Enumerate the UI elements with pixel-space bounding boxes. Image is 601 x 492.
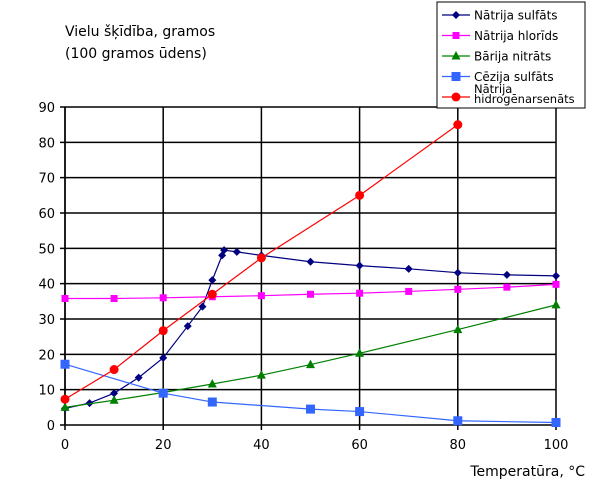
data-point [159,353,168,362]
data-point [109,365,119,375]
data-point [207,289,217,299]
series-line [64,249,557,409]
data-point [159,294,167,302]
data-point [451,72,461,81]
legend-label-part: Nātrija [474,82,512,96]
data-point [110,295,118,303]
data-point [183,322,192,331]
data-point [220,246,229,255]
series-nātrija-sulfāts [61,246,560,413]
data-point [502,270,511,279]
data-point [551,299,561,309]
series-cēzija-sulfāts [60,359,561,428]
data-point [207,397,217,407]
data-point [307,290,314,298]
x-tick-label: 80 [450,438,467,453]
legend-label: Bārija nitrāts [474,50,551,64]
x-tick-label: 100 [544,438,569,453]
series-bārija-nitrāts [60,299,561,411]
data-point [451,51,461,60]
y-tick-label: 90 [38,101,55,116]
data-point [453,120,463,130]
y-tick-label: 0 [47,419,55,434]
data-point [60,394,70,404]
data-point [257,292,265,300]
data-point [454,285,462,293]
data-point [453,416,463,426]
y-tick-label: 80 [38,136,55,151]
legend-label-part: hidrogēnarsenāts [474,92,575,106]
data-point [552,271,560,280]
legend-label: Nātrija sulfāts [474,9,558,23]
series-line [64,363,557,424]
legend-item: Nātrija hlorīds [442,29,558,43]
y-tick-label: 50 [38,242,55,257]
chart-title-line-2: (100 gramos ūdens) [65,46,207,62]
y-tick-label: 40 [38,278,55,293]
data-point [232,247,241,256]
data-point [452,32,460,39]
data-point [355,190,365,200]
y-tick-label: 20 [38,348,55,363]
data-point [551,418,561,428]
legend-item: Cēzija sulfāts [442,70,554,84]
data-point [356,289,364,297]
data-point [110,389,119,398]
series-nātrija-hidrogēnarsenāts [60,120,463,404]
legend-item: Bārija nitrāts [442,50,551,64]
y-tick-label: 10 [38,384,55,399]
data-point [158,326,168,336]
data-point [355,407,365,417]
x-tick-label: 40 [253,438,270,453]
x-tick-label: 0 [61,438,69,453]
data-point [451,92,461,102]
legend-item: Nātrija sulfāts [442,9,558,23]
x-axis-label: Temperatūra, °C [469,464,585,480]
legend-item: Nātrija hidrogēnarsenāts [442,82,575,106]
data-point [503,283,511,291]
data-point [256,253,266,263]
data-point [158,388,168,398]
data-point [355,348,365,357]
data-point [207,379,217,388]
data-point [61,295,69,303]
data-point [60,359,70,369]
legend-label: Nātrija hidrogēnarsenāts [474,82,575,106]
data-point [198,302,207,311]
legend-box [436,1,586,109]
legend-label: Cēzija sulfāts [474,70,554,84]
chart-title-line-1: Vielu šķīdība, gramos [65,24,215,40]
data-point [552,280,560,288]
data-point [306,257,315,266]
y-tick-label: 60 [38,207,55,222]
data-point [109,395,119,404]
data-point [453,324,463,334]
data-point [208,276,217,285]
data-point [85,399,94,408]
y-tick-label: 30 [38,313,55,328]
data-point [453,268,462,277]
data-point [306,359,315,369]
data-point [306,404,315,414]
x-tick-label: 20 [155,438,172,453]
y-tick-label: 70 [38,172,55,187]
data-point [134,373,143,382]
data-point [60,402,70,411]
data-point [355,261,364,270]
series-line [64,304,557,408]
data-point [404,264,413,273]
data-point [405,287,413,295]
legend-label: Nātrija hlorīds [474,29,558,43]
data-point [256,370,266,379]
x-tick-label: 60 [351,438,368,453]
data-point [452,11,460,19]
